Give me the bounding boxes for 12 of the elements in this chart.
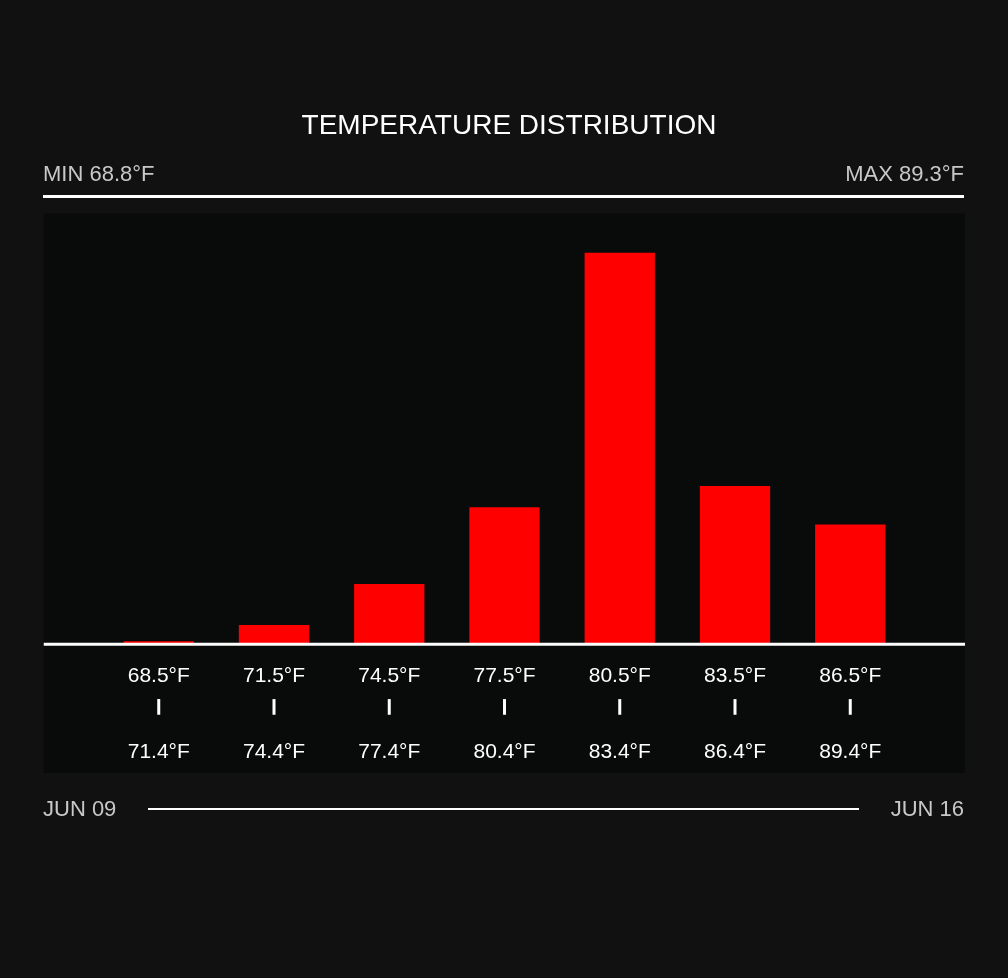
text: JUN 09 [43, 795, 117, 823]
category-label: 80.5°F 83.4°F [588, 662, 651, 762]
category-label: 77.5°F 80.4°F [473, 662, 536, 762]
category-label: 83.5°F 86.4°F [703, 662, 767, 762]
category-label: 71.5°F 74.4°F [242, 662, 306, 762]
category-label: 68.5°F 71.4°F [127, 662, 190, 762]
category-label: 86.5°F 89.4°F [819, 662, 882, 762]
text: JUN 16 [890, 795, 964, 823]
text: MIN 68.8°F [43, 160, 155, 188]
category-label: 74.5°F 77.4°F [358, 662, 421, 762]
text: MAX 89.3°F [845, 160, 964, 188]
chart-title: TEMPERATURE DISTRIBUTION [301, 108, 717, 142]
